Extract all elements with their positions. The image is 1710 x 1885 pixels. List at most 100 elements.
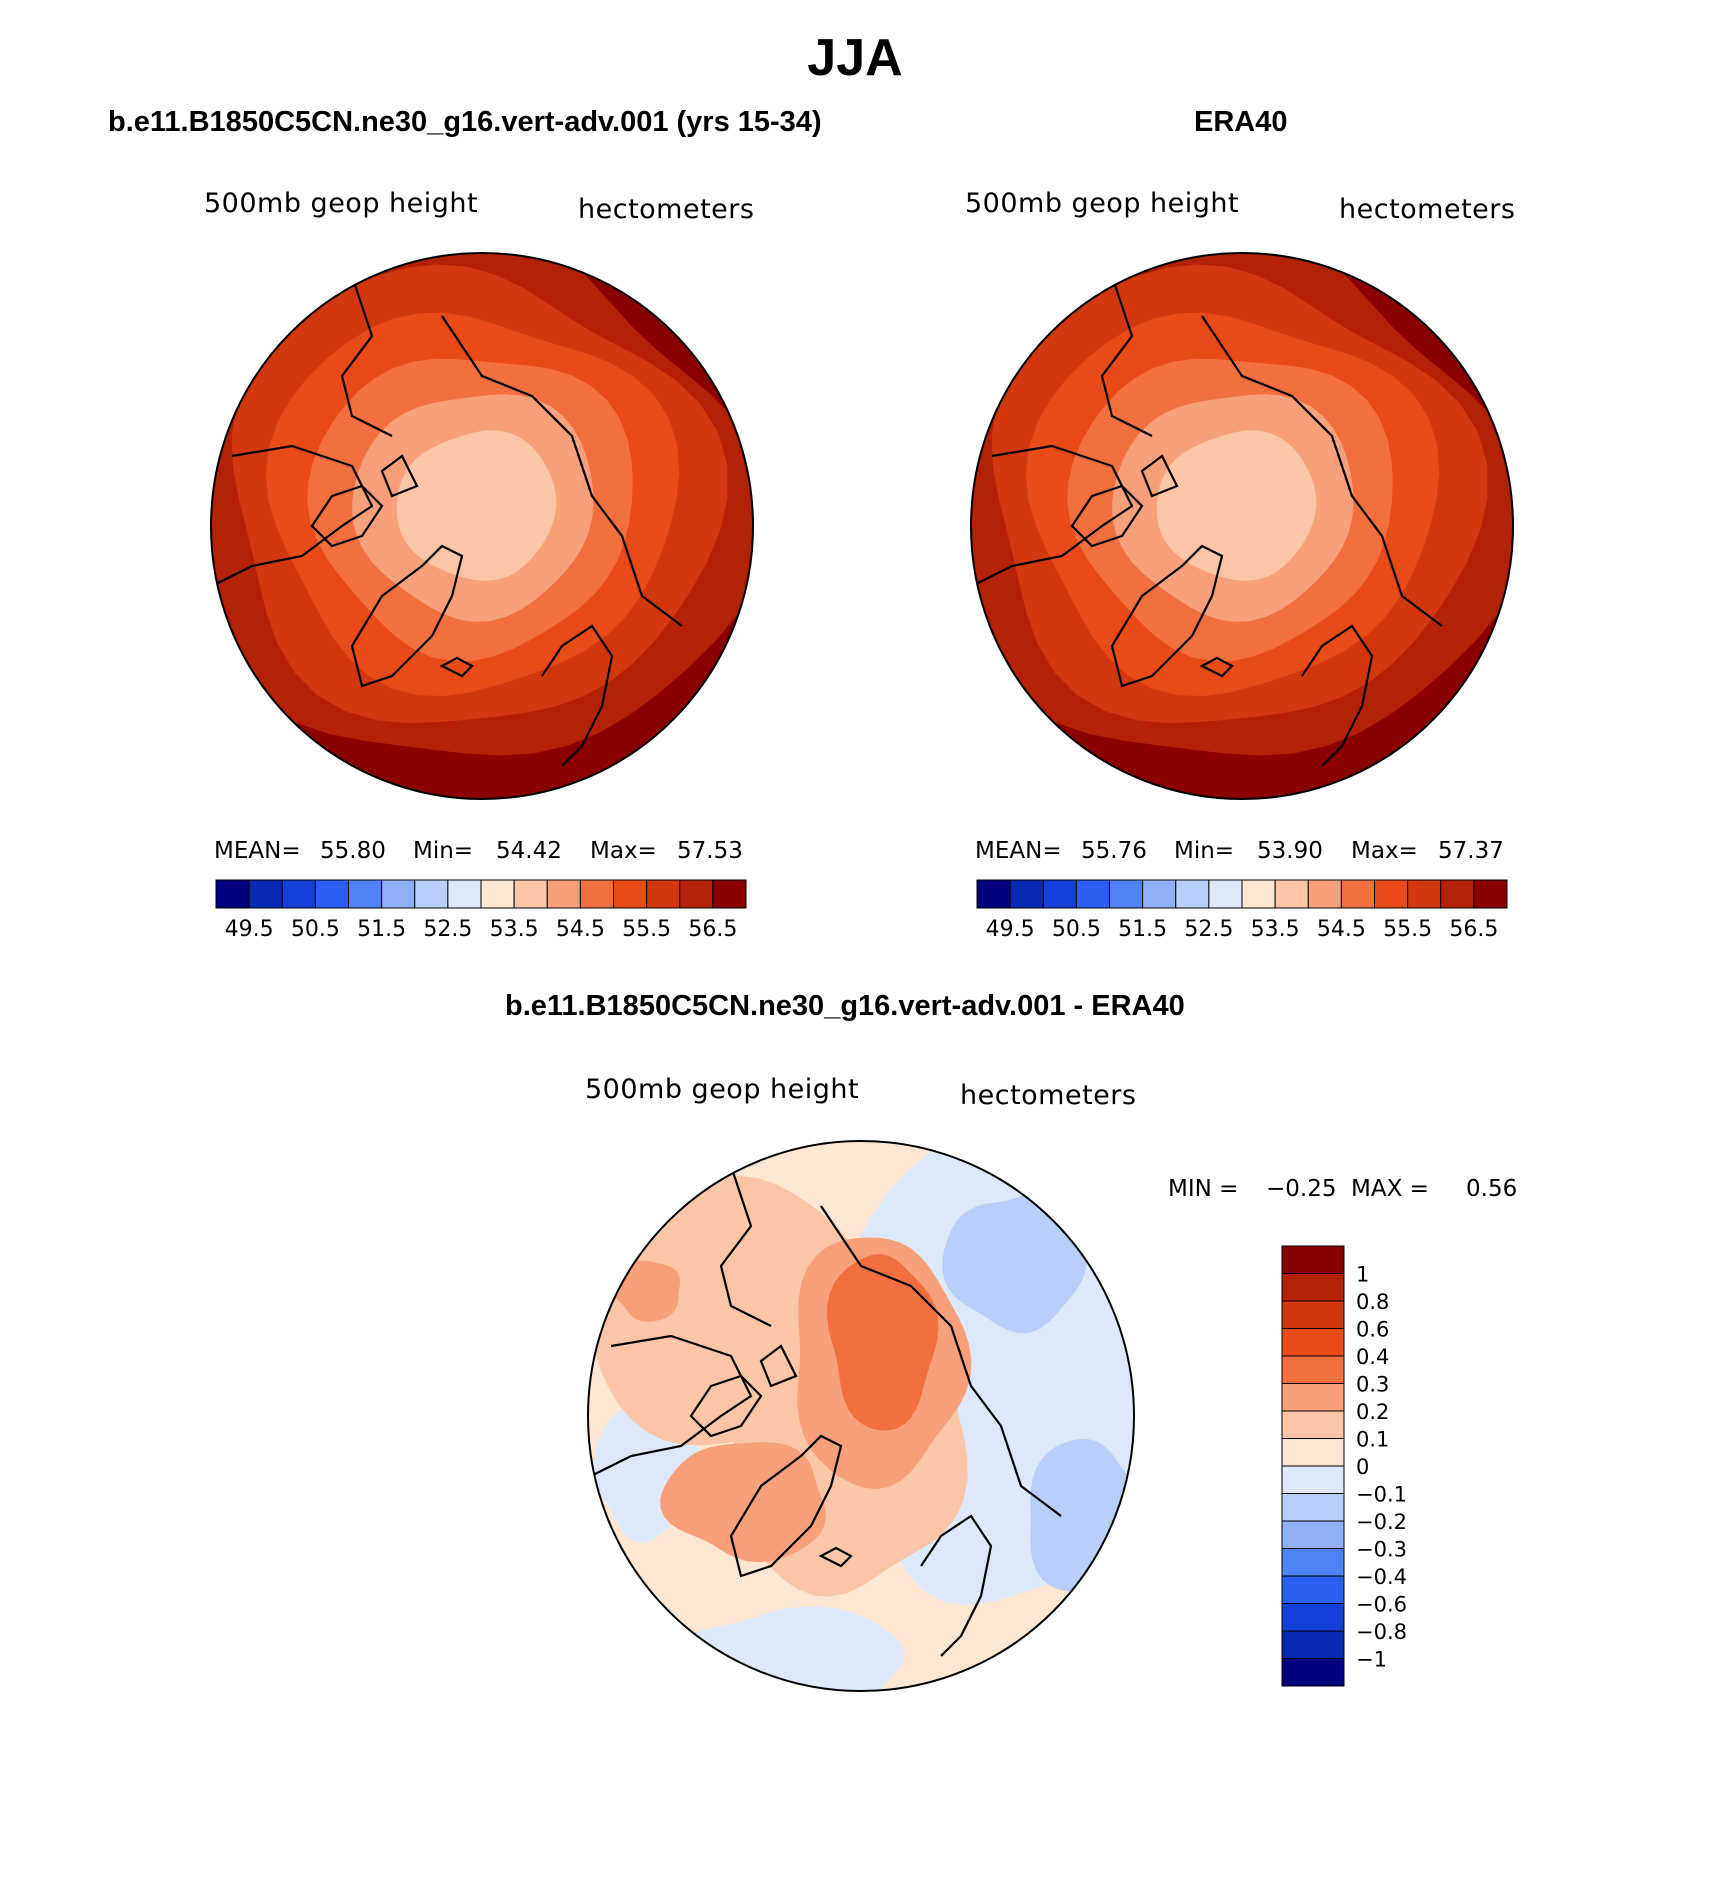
colorbar-segment <box>1281 1245 1345 1274</box>
colorbar-segment <box>1281 1603 1345 1632</box>
panel1-polar-map <box>210 252 754 800</box>
colorbar-segment <box>1374 879 1409 909</box>
colorbar-tick-label: 0.8 <box>1356 1290 1389 1314</box>
colorbar-tick-label: 52.5 <box>1184 917 1233 938</box>
colorbar-segment <box>1142 879 1177 909</box>
coastline <box>818 1546 853 1568</box>
colorbar-segment <box>1307 879 1342 909</box>
colorbar-tick-label: −0.8 <box>1356 1620 1407 1644</box>
panel2-polar-map <box>970 252 1514 800</box>
panel2-mean-value: 55.76 <box>1081 838 1147 864</box>
coastline <box>1199 656 1234 678</box>
panel2-variable-label: 500mb geop height <box>965 188 1240 219</box>
contour-patch <box>827 1254 939 1431</box>
colorbar-segment <box>712 879 747 909</box>
colorbar-tick-label: −0.6 <box>1356 1593 1407 1617</box>
panel1-mean-label: MEAN= <box>214 838 301 864</box>
colorbar-tick-label: 52.5 <box>423 917 472 938</box>
coastline <box>310 484 384 548</box>
coastline <box>1301 624 1374 767</box>
contour-band <box>396 430 557 581</box>
panel1-units-label: hectometers <box>578 194 755 225</box>
colorbar-tick-label: 51.5 <box>1118 917 1167 938</box>
difference-colorbar: 1 0.8 0.6 0.4 0.3 0.2 0.1 0 −0.1 −0.2 −0.3 −0.4 −0.6… <box>1281 1245 1407 1687</box>
panel1-colorbar: 49.5 50.5 51.5 52.5 53.5 54.5 55.5 56.5 <box>215 879 747 938</box>
colorbar-tick-label: 54.5 <box>556 917 605 938</box>
difference-polar-map <box>587 1140 1135 1692</box>
contour-patch <box>942 1191 1087 1334</box>
colorbar-tick-label: 49.5 <box>986 917 1035 938</box>
colorbar-segment <box>447 879 482 909</box>
panel2-map-border <box>970 252 1514 800</box>
colorbar-tick-label: 50.5 <box>1052 917 1101 938</box>
colorbar-segment <box>1109 879 1144 909</box>
colorbar-tick-label: −0.1 <box>1356 1483 1407 1507</box>
colorbar-tick-label: 0 <box>1356 1455 1369 1479</box>
coastline <box>920 1514 993 1657</box>
coastline <box>1100 275 1153 437</box>
coastline <box>719 1165 772 1327</box>
panel2-mean-label: MEAN= <box>975 838 1062 864</box>
panel1-min-value: 54.42 <box>496 838 562 864</box>
coastline <box>729 1434 843 1578</box>
panel1-variable-label: 500mb geop height <box>204 188 479 219</box>
difference-units-label: hectometers <box>960 1080 1137 1111</box>
panel1-title: b.e11.B1850C5CN.ne30_g16.vert-adv.001 (y… <box>108 106 822 138</box>
coastline <box>439 656 474 678</box>
colorbar-tick-label: 55.5 <box>1383 917 1432 938</box>
colorbar-segment <box>1340 879 1375 909</box>
colorbar-segment <box>613 879 648 909</box>
colorbar-segment <box>1281 1658 1345 1687</box>
coastline <box>380 454 419 498</box>
panel2-units-label: hectometers <box>1339 194 1516 225</box>
colorbar-tick-label: 56.5 <box>688 917 737 938</box>
difference-min-label: MIN = <box>1168 1176 1239 1202</box>
colorbar-segment <box>1042 879 1077 909</box>
coastline <box>340 275 393 437</box>
colorbar-segment <box>679 879 714 909</box>
coastline <box>350 544 464 688</box>
panel2-min-label: Min= <box>1174 838 1235 864</box>
coastline <box>820 1205 1062 1517</box>
colorbar-segment <box>1281 1493 1345 1522</box>
coastline <box>759 1344 798 1388</box>
panel1-mean-value: 55.80 <box>320 838 386 864</box>
colorbar-tick-label: 53.5 <box>490 917 539 938</box>
colorbar-tick-label: 1 <box>1356 1263 1369 1287</box>
colorbar-segment <box>480 879 515 909</box>
colorbar-segment <box>976 879 1011 909</box>
colorbar-tick-label: 0.4 <box>1356 1345 1389 1369</box>
colorbar-segment <box>1281 1630 1345 1659</box>
colorbar-segment <box>1281 1273 1345 1302</box>
coastline <box>541 624 614 767</box>
colorbar-segment <box>513 879 548 909</box>
coastline <box>971 444 1134 587</box>
coastline <box>1140 454 1179 498</box>
contour-patch <box>660 1442 826 1563</box>
colorbar-segment <box>1281 1520 1345 1549</box>
panel1-min-label: Min= <box>413 838 474 864</box>
colorbar-tick-label: −1 <box>1356 1648 1387 1672</box>
colorbar-tick-label: 0.1 <box>1356 1428 1389 1452</box>
contour-band <box>1156 430 1317 581</box>
colorbar-tick-label: 0.6 <box>1356 1318 1389 1342</box>
colorbar-segment <box>1281 1410 1345 1439</box>
colorbar-segment <box>1440 879 1475 909</box>
colorbar-segment <box>1241 879 1276 909</box>
colorbar-tick-label: 53.5 <box>1251 917 1300 938</box>
colorbar-segment <box>348 879 383 909</box>
colorbar-segment <box>1009 879 1044 909</box>
panel1-max-value: 57.53 <box>677 838 743 864</box>
colorbar-segment <box>1075 879 1110 909</box>
colorbar-segment <box>281 879 316 909</box>
panel2-min-value: 53.90 <box>1257 838 1323 864</box>
colorbar-segment <box>215 879 250 909</box>
colorbar-tick-label: −0.2 <box>1356 1510 1407 1534</box>
coastline <box>1070 484 1144 548</box>
coastline <box>441 315 683 627</box>
colorbar-tick-label: 0.3 <box>1356 1373 1389 1397</box>
colorbar-segment <box>1281 1383 1345 1412</box>
difference-min-value: −0.25 <box>1266 1176 1337 1202</box>
coastline <box>1201 315 1443 627</box>
colorbar-segment <box>381 879 416 909</box>
